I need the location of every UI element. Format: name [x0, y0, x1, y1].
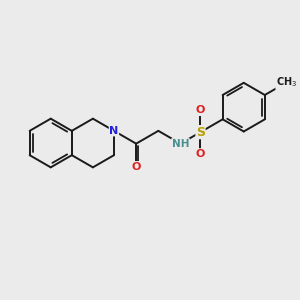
Text: NH: NH: [172, 139, 189, 149]
Text: CH$_3$: CH$_3$: [276, 76, 297, 89]
Text: O: O: [131, 162, 141, 172]
Text: O: O: [196, 149, 205, 159]
Text: N: N: [109, 126, 119, 136]
Text: O: O: [196, 106, 205, 116]
Text: S: S: [196, 126, 205, 139]
